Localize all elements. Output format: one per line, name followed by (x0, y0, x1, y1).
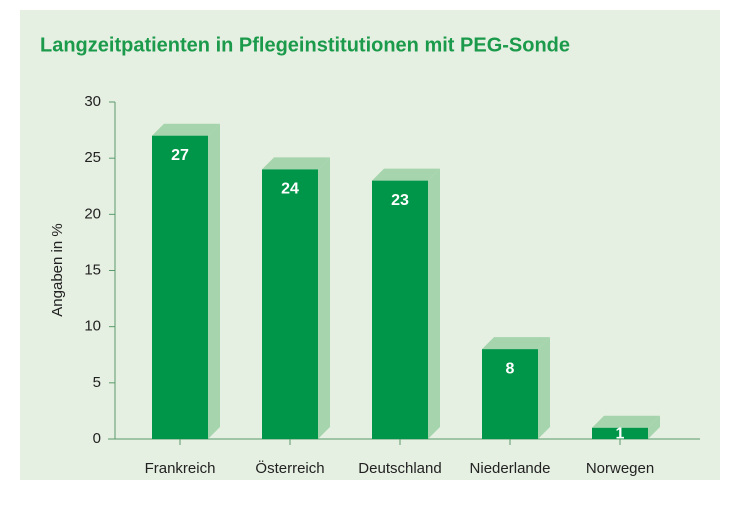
bar-top (262, 157, 330, 170)
bar-side (648, 415, 660, 439)
x-tick-label: Österreich (255, 459, 324, 477)
x-tick-label: Frankreich (145, 460, 216, 477)
bar-side (428, 168, 440, 439)
bar (592, 427, 648, 439)
data-label: 27 (171, 147, 189, 164)
bar (372, 180, 428, 439)
y-tick-label: 10 (84, 318, 101, 335)
data-label: 1 (616, 426, 625, 443)
y-tick-label: 30 (84, 93, 101, 110)
chart-title: Langzeitpatienten in Pflegeinstitutionen… (40, 34, 570, 56)
chart-background (20, 10, 720, 480)
y-tick-label: 15 (84, 261, 101, 278)
bar-top (372, 168, 440, 181)
bar-top (482, 337, 550, 350)
bar (262, 169, 318, 439)
bar-top (592, 415, 660, 428)
bar-side (538, 337, 550, 439)
data-label: 8 (506, 360, 515, 377)
x-tick-label: Niederlande (470, 460, 551, 477)
bar (152, 135, 208, 439)
y-axis-label: Angaben in % (49, 223, 66, 316)
bar (482, 349, 538, 439)
data-label: 24 (281, 181, 299, 198)
y-tick-label: 5 (93, 374, 101, 391)
x-tick-label: Norwegen (586, 460, 654, 477)
bar-side (318, 157, 330, 439)
data-label: 23 (391, 192, 409, 209)
bar-top (152, 123, 220, 136)
y-tick-label: 25 (84, 149, 101, 166)
bar-side (208, 123, 220, 439)
x-tick-label: Deutschland (358, 460, 441, 477)
y-tick-label: 20 (84, 205, 101, 222)
y-tick-label: 0 (93, 430, 101, 447)
